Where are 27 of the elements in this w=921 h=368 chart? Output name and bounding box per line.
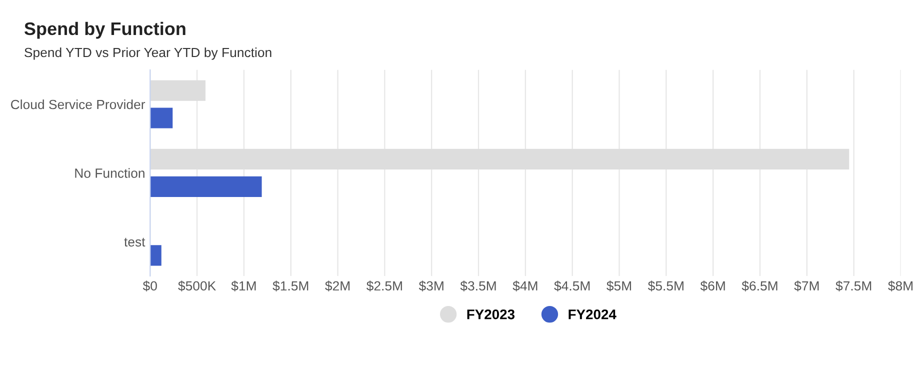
x-tick-label: $1.5M [272,280,308,292]
bar [150,245,162,266]
x-tick-label: $6M [700,280,725,292]
x-tick-label: $1M [231,280,256,292]
x-tick-label: $500K [178,280,216,292]
x-tick-label: $7.5M [836,280,872,292]
bar [150,108,173,128]
x-tick-label: $4.5M [554,280,590,292]
y-tick-label: test [124,238,146,247]
x-tick-label: $0 [142,280,157,292]
y-tick-label: Cloud Service Provider [11,99,146,110]
x-tick-label: $6.5M [742,280,778,292]
x-tick-label: $2.5M [366,280,402,292]
chart-subtitle: Spend YTD vs Prior Year YTD by Function [24,47,272,60]
bar [150,176,262,198]
x-tick-label: $3M [418,280,444,292]
y-tick-label: No Function [75,168,144,178]
x-tick-label: $4M [512,280,538,292]
legend-label: FY2024 [568,309,616,320]
x-tick-label: $7M [794,280,819,292]
x-tick-label: $3.5M [460,280,496,292]
x-tick-label: $5.5M [648,280,684,292]
x-tick-label: $8M [888,280,912,292]
legend-label: FY2023 [467,309,515,320]
x-tick-label: $5M [606,280,632,292]
chart-title: Spend by Function [24,22,186,39]
x-tick-label: $2M [325,280,350,292]
